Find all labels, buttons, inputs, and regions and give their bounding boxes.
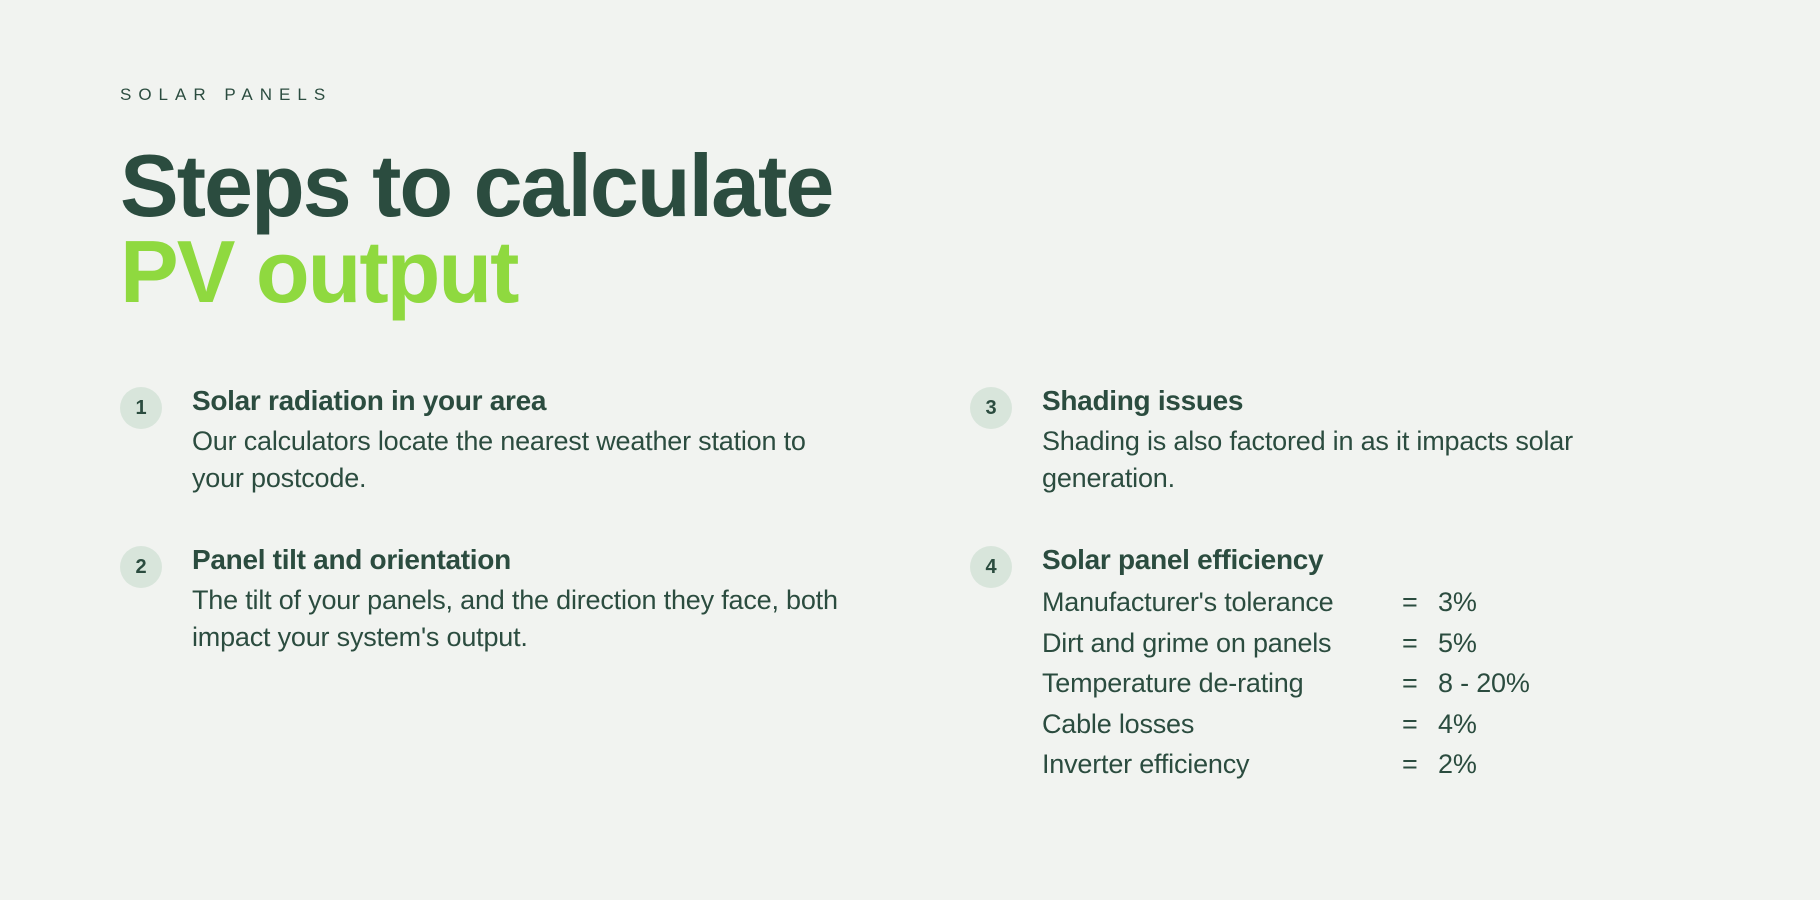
efficiency-label: Dirt and grime on panels	[1042, 623, 1402, 664]
efficiency-equals: =	[1402, 663, 1438, 704]
efficiency-equals: =	[1402, 704, 1438, 745]
step-4: 4 Solar panel efficiency Manufacturer's …	[970, 544, 1700, 785]
efficiency-label: Cable losses	[1042, 704, 1402, 745]
efficiency-label: Inverter efficiency	[1042, 744, 1402, 785]
efficiency-value: 3%	[1438, 582, 1477, 623]
step-body: Solar radiation in your area Our calcula…	[192, 385, 850, 496]
efficiency-row: Dirt and grime on panels = 5%	[1042, 623, 1700, 664]
step-description: The tilt of your panels, and the directi…	[192, 582, 850, 655]
step-heading: Panel tilt and orientation	[192, 544, 850, 576]
step-description: Our calculators locate the nearest weath…	[192, 423, 850, 496]
efficiency-row: Manufacturer's tolerance = 3%	[1042, 582, 1700, 623]
efficiency-row: Temperature de-rating = 8 - 20%	[1042, 663, 1700, 704]
title-line-1: Steps to calculate	[120, 143, 1700, 229]
step-2: 2 Panel tilt and orientation The tilt of…	[120, 544, 850, 785]
title-line-2: PV output	[120, 229, 1700, 315]
efficiency-value: 8 - 20%	[1438, 663, 1530, 704]
efficiency-equals: =	[1402, 744, 1438, 785]
step-1: 1 Solar radiation in your area Our calcu…	[120, 385, 850, 496]
step-heading: Shading issues	[1042, 385, 1700, 417]
step-heading: Solar panel efficiency	[1042, 544, 1700, 576]
step-badge: 3	[970, 387, 1012, 429]
efficiency-label: Temperature de-rating	[1042, 663, 1402, 704]
page-title: Steps to calculate PV output	[120, 143, 1700, 315]
steps-grid: 1 Solar radiation in your area Our calcu…	[120, 385, 1700, 784]
step-body: Shading issues Shading is also factored …	[1042, 385, 1700, 496]
step-badge: 4	[970, 546, 1012, 588]
efficiency-value: 5%	[1438, 623, 1477, 664]
efficiency-value: 4%	[1438, 704, 1477, 745]
step-description: Shading is also factored in as it impact…	[1042, 423, 1700, 496]
step-badge: 1	[120, 387, 162, 429]
step-body: Solar panel efficiency Manufacturer's to…	[1042, 544, 1700, 785]
step-3: 3 Shading issues Shading is also factore…	[970, 385, 1700, 496]
efficiency-row: Inverter efficiency = 2%	[1042, 744, 1700, 785]
efficiency-table: Manufacturer's tolerance = 3% Dirt and g…	[1042, 582, 1700, 785]
efficiency-label: Manufacturer's tolerance	[1042, 582, 1402, 623]
efficiency-equals: =	[1402, 623, 1438, 664]
eyebrow-label: SOLAR PANELS	[120, 85, 1700, 105]
efficiency-value: 2%	[1438, 744, 1477, 785]
step-body: Panel tilt and orientation The tilt of y…	[192, 544, 850, 655]
step-heading: Solar radiation in your area	[192, 385, 850, 417]
efficiency-equals: =	[1402, 582, 1438, 623]
step-badge: 2	[120, 546, 162, 588]
efficiency-row: Cable losses = 4%	[1042, 704, 1700, 745]
